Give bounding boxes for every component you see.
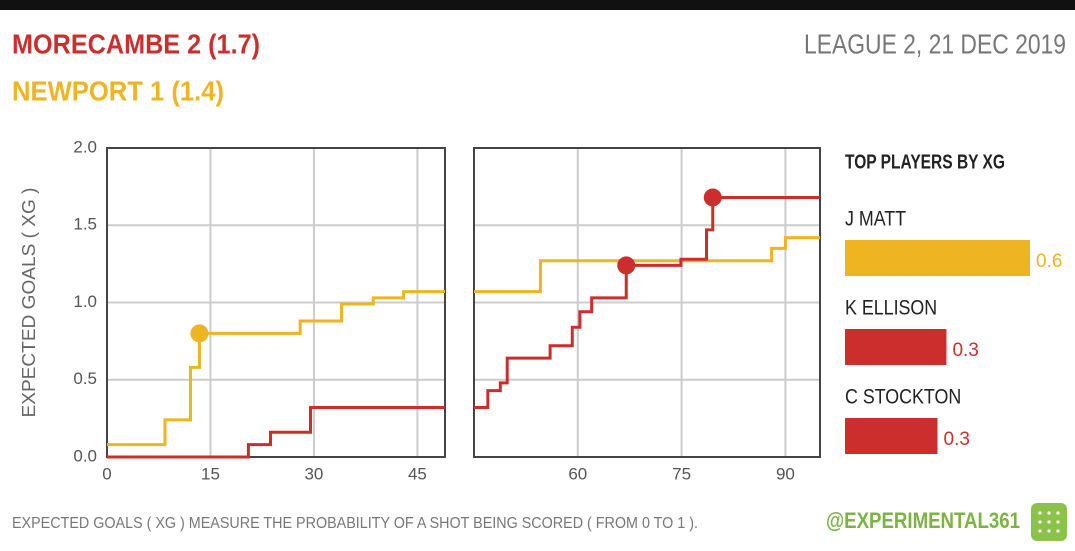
x-tick-label: 15: [201, 464, 220, 483]
footnote: EXPECTED GOALS ( XG ) MEASURE THE PROBAB…: [12, 515, 698, 532]
x-tick-label: 30: [304, 464, 323, 483]
bar: [845, 240, 1030, 276]
xg-step-line: [474, 195, 820, 410]
y-tick-label: 0.0: [73, 446, 97, 465]
bar-value-label: 0.3: [952, 340, 978, 361]
x-tick-label: 90: [776, 464, 795, 483]
y-tick-label: 1.5: [73, 215, 97, 234]
goal-marker: [190, 324, 209, 343]
bar: [845, 418, 938, 454]
match-info: LEAGUE 2, 21 DEC 2019: [804, 28, 1066, 59]
top-bar: [0, 0, 1075, 10]
xg-step-line: [107, 290, 445, 447]
bar: [845, 329, 947, 365]
x-tick-label: 75: [672, 464, 691, 483]
y-tick-label: 2.0: [73, 137, 97, 156]
y-tick-label: 0.5: [73, 369, 97, 388]
bar-chart-title: TOP PLAYERS BY XG: [845, 151, 1005, 173]
y-axis-label: EXPECTED GOALS ( XG ): [19, 188, 39, 418]
logo: [1031, 503, 1067, 541]
x-tick-label: 60: [568, 464, 587, 483]
player-name: K ELLISON: [845, 296, 937, 320]
home-title: MORECAMBE 2 (1.7): [12, 28, 260, 59]
goal-marker: [703, 188, 722, 207]
player-name: J MATT: [845, 207, 906, 231]
away-title: NEWPORT 1 (1.4): [12, 75, 224, 106]
player-name: C STOCKTON: [845, 385, 961, 409]
bar-value-label: 0.3: [944, 429, 970, 450]
x-tick-label: 45: [408, 464, 427, 483]
plot-border: [106, 147, 446, 458]
goal-marker: [617, 256, 636, 275]
handle: @EXPERIMENTAL361: [826, 508, 1020, 533]
plot-border: [473, 147, 821, 458]
xg-step-line: [474, 236, 820, 294]
y-tick-label: 1.0: [73, 292, 97, 311]
xg-step-line: [107, 406, 445, 459]
x-tick-label: 0: [102, 464, 111, 483]
bar-value-label: 0.6: [1036, 251, 1062, 272]
